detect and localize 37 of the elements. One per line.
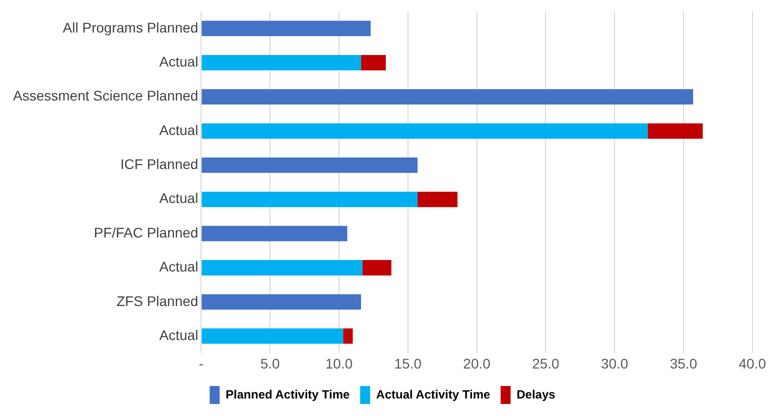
bar — [202, 89, 694, 105]
legend-label: Actual Activity Time — [376, 387, 491, 402]
legend-label: Planned Activity Time — [226, 387, 350, 402]
x-tick-label: 25.0 — [532, 355, 560, 372]
x-tick-label: 10.0 — [325, 355, 353, 372]
y-tick-label: ICF Planned — [120, 156, 198, 172]
x-tick-label: 5.0 — [260, 355, 280, 372]
x-tick-label: 30.0 — [600, 355, 628, 372]
bar — [202, 192, 418, 208]
y-tick-label: Assessment Science Planned — [12, 88, 198, 104]
bar — [202, 158, 418, 173]
bar — [418, 192, 458, 208]
y-tick-label: All Programs Planned — [62, 19, 198, 36]
bar — [648, 123, 703, 139]
y-tick-label: PF/FAC Planned — [94, 224, 198, 240]
bar — [202, 123, 648, 139]
x-tick-label: 40.0 — [738, 355, 766, 372]
y-tick-label: Actual — [159, 190, 198, 206]
bar — [362, 260, 392, 276]
bar — [202, 328, 344, 344]
y-tick-label: Actual — [159, 326, 198, 343]
bar — [202, 226, 348, 242]
bar — [343, 328, 353, 344]
bar — [202, 260, 362, 276]
bar — [202, 294, 362, 310]
y-tick-label: ZFS Planned — [116, 292, 198, 309]
x-tick-label: - — [198, 355, 204, 372]
bar — [202, 20, 371, 36]
y-tick-label: Actual — [159, 54, 198, 70]
y-tick-label: Actual — [159, 258, 198, 275]
x-tick-label: 35.0 — [670, 355, 698, 372]
x-tick-label: 20.0 — [463, 355, 491, 372]
y-tick-label: Actual — [159, 122, 198, 138]
legend-label: Delays — [516, 387, 556, 402]
bar — [361, 54, 386, 70]
bar — [202, 54, 362, 70]
x-tick-label: 15.0 — [394, 355, 422, 372]
